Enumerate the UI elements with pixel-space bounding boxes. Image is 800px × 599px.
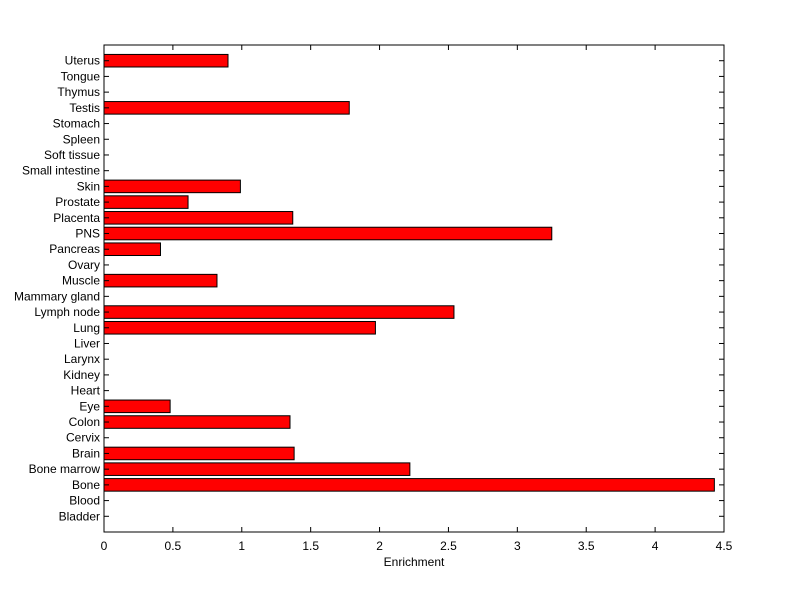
x-tick-label: 0	[101, 539, 108, 553]
y-tick-label: Liver	[74, 336, 100, 350]
y-tick-label: Ovary	[68, 258, 100, 272]
y-tick-label: Bladder	[59, 509, 100, 523]
y-tick-label: Soft tissue	[44, 148, 100, 162]
x-tick-label: 2.5	[440, 539, 457, 553]
y-tick-label: Muscle	[62, 274, 100, 288]
bar-eye	[103, 399, 171, 414]
bar-bone-marrow	[103, 462, 411, 476]
bar-lymph-node	[103, 305, 455, 319]
x-tick-label: 1.5	[302, 539, 319, 553]
y-tick-label: Bone marrow	[29, 462, 101, 476]
y-tick-label: Placenta	[53, 211, 100, 225]
y-tick-label: Kidney	[63, 368, 100, 382]
y-tick-label: Uterus	[65, 54, 100, 68]
y-tick-label: Mammary gland	[14, 289, 100, 303]
x-tick-label: 3	[514, 539, 521, 553]
y-tick-label: Cervix	[66, 431, 100, 445]
y-tick-label: Prostate	[55, 195, 100, 209]
y-tick-label: Colon	[69, 415, 100, 429]
y-tick-label: PNS	[75, 227, 100, 241]
x-tick-label: 3.5	[578, 539, 595, 553]
bar-placenta	[103, 211, 294, 225]
y-tick-label: Thymus	[57, 85, 100, 99]
x-tick-label: 4.5	[716, 539, 733, 553]
y-tick-label: Skin	[77, 179, 100, 193]
y-tick-label: Testis	[69, 101, 100, 115]
x-tick-label: 0.5	[165, 539, 182, 553]
bars-layer	[103, 53, 715, 492]
bar-uterus	[103, 53, 229, 68]
y-tick-label: Heart	[71, 384, 101, 398]
x-tick-label: 4	[652, 539, 659, 553]
bar-bone	[103, 478, 715, 492]
bar-testis	[103, 101, 350, 115]
y-tick-label: Bone	[72, 478, 100, 492]
ticks-layer	[103, 45, 725, 532]
bar-lung	[103, 320, 376, 335]
x-tick-label: 1	[238, 539, 245, 553]
y-tick-label: Brain	[72, 446, 100, 460]
y-tick-label: Larynx	[64, 352, 100, 366]
bar-pns	[103, 226, 553, 241]
x-tick-label: 2	[376, 539, 383, 553]
y-tick-label: Lung	[73, 321, 100, 335]
bar-colon	[103, 415, 291, 429]
x-axis-title: Enrichment	[384, 555, 445, 569]
y-tick-label: Small intestine	[22, 164, 100, 178]
y-tick-label: Blood	[69, 494, 100, 508]
y-tick-label: Spleen	[63, 132, 100, 146]
y-tick-label: Eye	[79, 399, 100, 413]
y-tick-label: Lymph node	[34, 305, 100, 319]
bar-skin	[103, 179, 241, 194]
bar-pancreas	[103, 242, 161, 257]
bar-prostate	[103, 195, 189, 209]
y-tick-label: Stomach	[53, 117, 100, 131]
bar-muscle	[103, 273, 218, 288]
y-tick-label: Tongue	[61, 69, 101, 83]
plot-frame	[103, 44, 725, 533]
bar-brain	[103, 446, 295, 461]
y-tick-label: Pancreas	[49, 242, 100, 256]
